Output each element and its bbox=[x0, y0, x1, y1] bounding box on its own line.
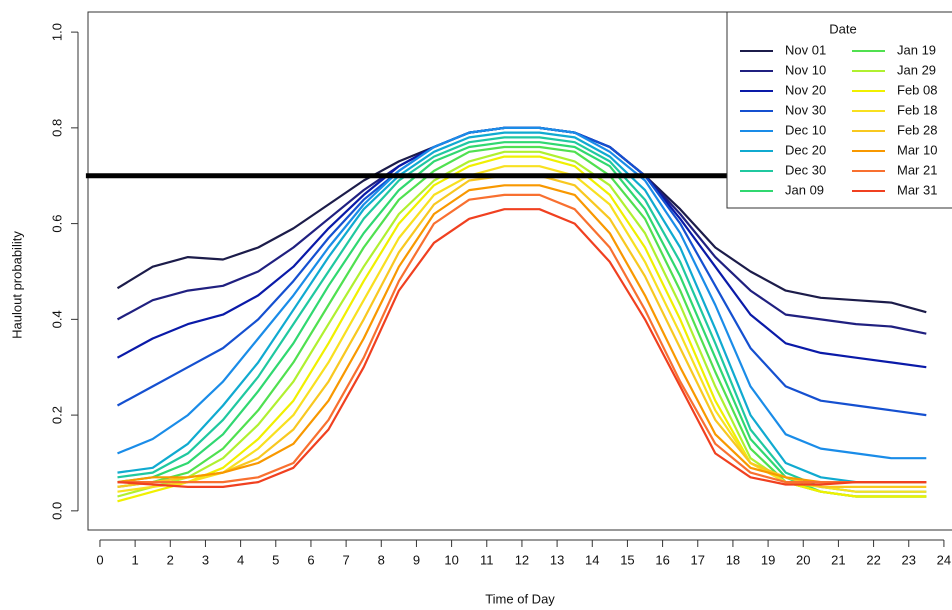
y-tick-label: 0.0 bbox=[49, 502, 64, 520]
x-tick-label: 14 bbox=[585, 552, 599, 567]
x-tick-label: 8 bbox=[378, 552, 385, 567]
legend-label: Feb 18 bbox=[897, 102, 937, 117]
legend-label: Nov 30 bbox=[785, 102, 826, 117]
x-tick-label: 0 bbox=[96, 552, 103, 567]
legend-label: Mar 31 bbox=[897, 182, 937, 197]
legend-label: Jan 09 bbox=[785, 182, 824, 197]
legend-label: Dec 10 bbox=[785, 122, 826, 137]
legend-label: Mar 10 bbox=[897, 142, 937, 157]
legend-label: Nov 10 bbox=[785, 62, 826, 77]
y-tick-label: 0.2 bbox=[49, 406, 64, 424]
x-tick-label: 13 bbox=[550, 552, 564, 567]
y-axis-label: Haulout probability bbox=[9, 231, 24, 339]
x-tick-label: 3 bbox=[202, 552, 209, 567]
legend-label: Jan 19 bbox=[897, 42, 936, 57]
x-tick-label: 17 bbox=[691, 552, 705, 567]
series-line bbox=[117, 184, 927, 484]
y-tick-label: 1.0 bbox=[49, 23, 64, 41]
x-tick-label: 19 bbox=[761, 552, 775, 567]
x-tick-label: 22 bbox=[866, 552, 880, 567]
x-tick-label: 4 bbox=[237, 552, 244, 567]
y-tick-label: 0.6 bbox=[49, 215, 64, 233]
legend-label: Mar 21 bbox=[897, 162, 937, 177]
x-tick-label: 12 bbox=[515, 552, 529, 567]
series-line bbox=[117, 131, 927, 484]
x-tick-label: 21 bbox=[831, 552, 845, 567]
series-line bbox=[117, 174, 927, 488]
x-tick-label: 20 bbox=[796, 552, 810, 567]
y-tick-label: 0.8 bbox=[49, 119, 64, 137]
x-tick-label: 10 bbox=[444, 552, 458, 567]
x-tick-label: 5 bbox=[272, 552, 279, 567]
series-line bbox=[117, 136, 927, 493]
x-tick-label: 9 bbox=[413, 552, 420, 567]
x-tick-label: 16 bbox=[655, 552, 669, 567]
x-axis-label: Time of Day bbox=[485, 591, 555, 606]
legend-label: Feb 28 bbox=[897, 122, 937, 137]
x-tick-label: 18 bbox=[726, 552, 740, 567]
x-tick-label: 7 bbox=[342, 552, 349, 567]
y-tick-label: 0.4 bbox=[49, 310, 64, 328]
plot-frame bbox=[87, 11, 952, 531]
legend-label: Feb 08 bbox=[897, 82, 937, 97]
legend-title: Date bbox=[829, 21, 856, 36]
legend-label: Nov 20 bbox=[785, 82, 826, 97]
x-tick-label: 11 bbox=[480, 552, 494, 567]
x-tick-label: 23 bbox=[902, 552, 916, 567]
x-tick-label: 1 bbox=[132, 552, 139, 567]
x-tick-label: 24 bbox=[937, 552, 951, 567]
x-tick-label: 2 bbox=[167, 552, 174, 567]
legend-label: Dec 30 bbox=[785, 162, 826, 177]
legend-label: Jan 29 bbox=[897, 62, 936, 77]
series-line bbox=[117, 193, 927, 484]
series-line bbox=[117, 126, 927, 460]
series-line bbox=[117, 208, 927, 488]
legend-label: Nov 01 bbox=[785, 42, 826, 57]
legend-label: Dec 20 bbox=[785, 142, 826, 157]
x-tick-label: 6 bbox=[307, 552, 314, 567]
x-tick-label: 15 bbox=[620, 552, 634, 567]
